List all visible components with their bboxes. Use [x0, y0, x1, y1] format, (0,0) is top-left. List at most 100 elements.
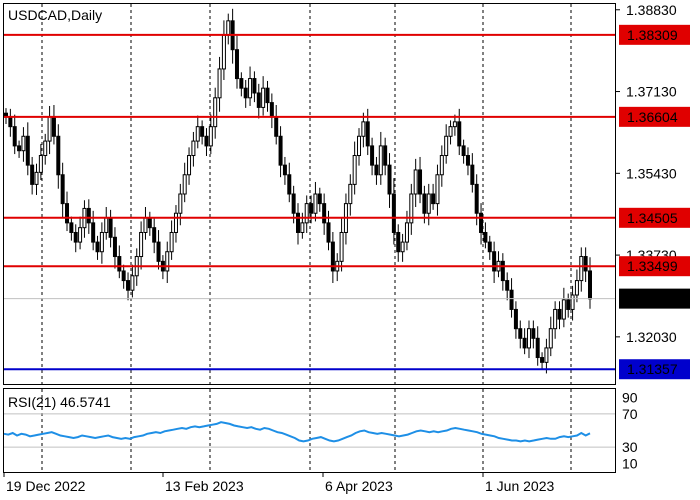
- time-tick-label: 19 Dec 2022: [6, 478, 86, 494]
- bull-candle: [178, 193, 183, 214]
- bear-candle: [540, 357, 545, 363]
- bear-candle: [265, 87, 270, 104]
- bear-candle: [365, 121, 370, 147]
- bear-candle: [492, 251, 497, 272]
- bear-candle: [583, 256, 588, 272]
- time-tick-label: 1 Jun 2023: [485, 478, 554, 494]
- price-tick-label: 1.32030: [626, 329, 677, 345]
- price-tick-label: 1.37130: [626, 84, 677, 100]
- time-axis: 19 Dec 2022 13 Feb 2023 6 Apr 2023 1 Jun 20…: [3, 472, 554, 494]
- bull-candle: [526, 328, 531, 349]
- bear-candle: [387, 164, 392, 195]
- bear-candle: [505, 280, 510, 291]
- bear-candle: [487, 241, 492, 253]
- bear-candle: [500, 260, 505, 282]
- bull-candle: [339, 231, 344, 262]
- bear-candle: [51, 116, 56, 137]
- bull-candle: [169, 231, 174, 253]
- bull-candle: [78, 227, 83, 243]
- bull-candle: [439, 155, 444, 176]
- bull-candle: [400, 241, 405, 253]
- bull-candle: [143, 217, 148, 233]
- rsi-tick-label: 90: [622, 389, 638, 405]
- chart-title: USDCAD,Daily: [8, 7, 102, 23]
- level-label: 1.31357: [627, 361, 678, 377]
- bull-candle: [409, 193, 414, 224]
- bear-candle: [291, 193, 296, 214]
- bear-candle: [204, 135, 209, 147]
- bull-candle: [165, 251, 170, 272]
- bear-candle: [30, 164, 35, 185]
- bear-candle: [156, 241, 161, 262]
- bull-candle: [570, 294, 575, 310]
- bull-candle: [357, 135, 362, 157]
- level-label: 1.33499: [627, 258, 678, 274]
- bull-candle: [452, 121, 457, 128]
- bull-candle: [21, 135, 26, 152]
- bear-candle: [121, 270, 126, 282]
- bear-candle: [557, 308, 562, 320]
- bear-candle: [117, 256, 122, 272]
- bear-candle: [431, 193, 436, 205]
- bear-candle: [518, 328, 523, 339]
- bull-candle: [553, 308, 558, 330]
- bear-candle: [461, 145, 466, 157]
- bear-candle: [282, 164, 287, 176]
- bear-candle: [12, 126, 17, 147]
- bear-candle: [522, 337, 527, 349]
- bull-candle: [404, 222, 409, 243]
- bull-candle: [561, 299, 566, 320]
- bull-candle: [261, 87, 266, 108]
- bull-candle: [47, 116, 52, 142]
- level-label-box: [619, 359, 690, 380]
- bear-candle: [95, 241, 100, 253]
- bear-candle: [126, 280, 131, 291]
- bear-candle: [65, 203, 70, 224]
- bull-candle: [378, 145, 383, 176]
- bear-candle: [479, 212, 484, 233]
- bear-candle: [422, 193, 427, 214]
- bear-candle: [86, 207, 91, 224]
- current-price-box: [619, 288, 690, 309]
- bear-candle: [239, 78, 244, 89]
- bull-candle: [173, 212, 178, 233]
- bull-candle: [34, 171, 39, 185]
- bull-candle: [544, 347, 549, 363]
- bear-candle: [56, 135, 61, 176]
- price-tick-label: 1.38830: [626, 2, 677, 18]
- bear-candle: [535, 337, 540, 359]
- level-label-box: [619, 106, 690, 127]
- vertical-grid: [41, 4, 572, 472]
- bull-candle: [130, 275, 135, 291]
- bear-candle: [8, 116, 13, 128]
- rsi-tick-label: 70: [622, 406, 638, 422]
- bull-candle: [217, 68, 222, 99]
- bear-candle: [396, 231, 401, 253]
- bull-candle: [191, 140, 196, 157]
- bull-candle: [304, 203, 309, 224]
- bear-candle: [73, 231, 78, 243]
- bear-candle: [418, 169, 423, 195]
- bull-candle: [313, 193, 318, 214]
- rsi-line: [3, 421, 591, 443]
- bull-candle: [182, 174, 187, 195]
- price-tick-label: 1.35430: [626, 165, 677, 181]
- bull-candle: [38, 155, 43, 173]
- price-level-labels: 1.38309 1.36604 1.34505 1.33499 1.31357 1.328…: [619, 24, 690, 380]
- bull-candle: [43, 140, 48, 157]
- bear-candle: [274, 116, 279, 137]
- bear-candle: [588, 270, 592, 300]
- bear-candle: [483, 231, 488, 243]
- bull-candle: [226, 20, 231, 36]
- level-label: 1.36604: [627, 109, 678, 125]
- bull-candle: [213, 97, 218, 128]
- level-label: 1.34505: [627, 210, 678, 226]
- bull-candle: [300, 222, 305, 233]
- bull-candle: [444, 135, 449, 157]
- bull-candle: [352, 155, 357, 185]
- bear-candle: [296, 212, 300, 233]
- bear-candle: [370, 145, 375, 166]
